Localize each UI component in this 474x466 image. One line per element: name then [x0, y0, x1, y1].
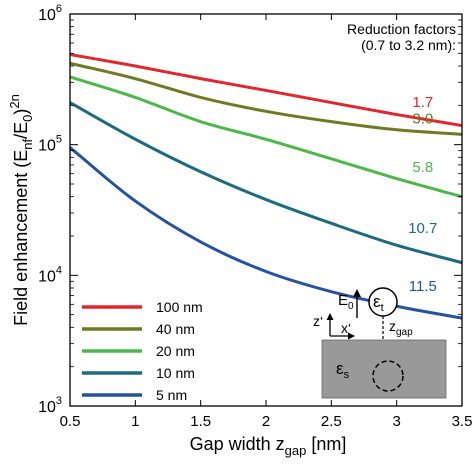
legend-label-0: 100 nm — [156, 299, 203, 315]
x-prime-label: x‘ — [341, 320, 351, 336]
y-axis-label-e: ) — [11, 109, 31, 115]
y-tick-label-0: 103 — [38, 395, 62, 416]
y-axis-label-d: 0 — [20, 115, 35, 122]
x-tick-label-1: 1 — [131, 413, 139, 430]
x-tick-label-5: 3 — [392, 413, 400, 430]
y-axis-label-c: /E — [11, 122, 31, 139]
image-dipole-circle — [372, 360, 404, 392]
series-line-3 — [69, 101, 463, 265]
epsilon-s-label: εs — [336, 359, 350, 381]
y-axis-label-b: nf — [20, 138, 35, 149]
x-tick-label-6: 3.5 — [452, 413, 473, 430]
legend-label-1: 40 nm — [156, 321, 195, 337]
z-prime-label: z‘ — [313, 313, 323, 329]
e0-label: E0 — [338, 292, 354, 312]
x-axis-label-sub: gap — [285, 443, 307, 458]
epsilon-s-sub: s — [344, 369, 350, 381]
x-tick-label-2: 1.5 — [190, 413, 211, 430]
x-axis-ticks: 0.5 1 1.5 2 2.5 3 3.5 — [60, 14, 473, 430]
y-axis-ticks: 103 104 105 106 — [38, 3, 462, 416]
epsilon-t-main: ε — [373, 292, 381, 311]
reduction-title-line1: Reduction factors — [347, 21, 456, 37]
y-axis-label-a: Field enhancement (E — [11, 150, 31, 326]
x-axis-label: Gap width zgap [nm] — [190, 434, 347, 458]
x-axis-arrow-head — [348, 332, 355, 340]
reduction-factor-1: 3.0 — [412, 111, 433, 128]
z-gap-sub: gap — [396, 327, 413, 338]
epsilon-t-sub: t — [381, 302, 384, 314]
legend-label-4: 5 nm — [156, 387, 187, 403]
e0-main: E — [338, 292, 348, 309]
series-line-2 — [69, 75, 463, 199]
epsilon-s-main: ε — [336, 359, 344, 378]
series-line-4 — [69, 146, 463, 320]
x-tick-label-0: 0.5 — [60, 413, 81, 430]
epsilon-t-label: εt — [373, 292, 384, 314]
legend-label-3: 10 nm — [156, 365, 195, 381]
reduction-factor-2: 5.8 — [412, 159, 433, 176]
y-tick-label-1: 104 — [38, 264, 62, 285]
reduction-factor-0: 1.7 — [412, 94, 433, 111]
reduction-factor-4: 11.5 — [409, 278, 437, 295]
e0-sub: 0 — [348, 301, 354, 312]
reduction-factor-3: 10.7 — [408, 220, 437, 237]
e0-arrow-head — [353, 289, 361, 297]
y-tick-label-3: 106 — [38, 3, 62, 24]
inset-schematic: εs εt zgap E0 z‘ x‘ — [313, 287, 447, 399]
y-axis-label-f: 2n — [7, 94, 22, 108]
legend-label-2: 20 nm — [156, 343, 195, 359]
legend: 100 nm 40 nm 20 nm 10 nm 5 nm — [82, 299, 203, 403]
x-tick-label-4: 2.5 — [321, 413, 342, 430]
series-layer — [69, 53, 463, 320]
substrate-block — [321, 339, 447, 399]
x-tick-label-3: 2 — [262, 413, 270, 430]
series-line-0 — [69, 53, 463, 128]
reduction-labels: 1.73.0 5.8 10.7 11.5 — [408, 94, 437, 295]
z-gap-label: zgap — [389, 318, 413, 338]
z-gap-main: z — [389, 318, 396, 334]
y-tick-label-2: 105 — [38, 134, 62, 155]
y-axis-label: Field enhancement (Enf/E0)2n — [7, 94, 35, 326]
series-line-1 — [69, 61, 463, 136]
reduction-title-line2: (0.7 to 3.2 nm): — [361, 37, 456, 53]
x-axis-label-main: Gap width z — [190, 434, 285, 454]
x-axis-label-unit: [nm] — [306, 434, 346, 454]
z-axis-arrow-head — [326, 313, 334, 320]
